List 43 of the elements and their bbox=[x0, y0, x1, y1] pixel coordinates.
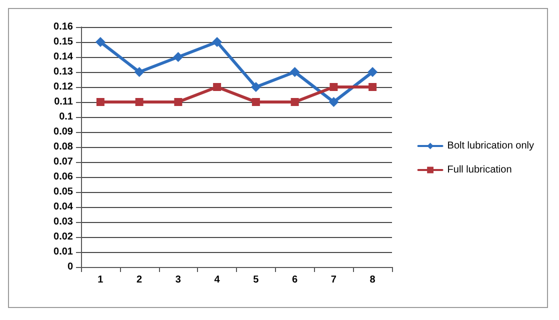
y-tick-label: 0.16 bbox=[54, 22, 74, 32]
point bbox=[213, 83, 222, 91]
point bbox=[252, 98, 260, 106]
x-tick-label: 1 bbox=[98, 274, 104, 286]
legend-label: Bolt lubrication only bbox=[447, 140, 534, 152]
y-tick-label: 0.09 bbox=[54, 126, 74, 138]
y-tick-label: 0.05 bbox=[54, 186, 74, 198]
x-tick-label: 5 bbox=[253, 274, 260, 286]
point bbox=[368, 67, 378, 77]
y-tick-label: 0.04 bbox=[54, 202, 74, 212]
x-tick-label: 6 bbox=[292, 274, 298, 286]
x-tick-label: 3 bbox=[175, 274, 182, 286]
y-tick-label: 0.13 bbox=[54, 66, 74, 78]
y-tick-label: 0.08 bbox=[54, 142, 74, 152]
legend-label: Full lubrication bbox=[447, 164, 512, 176]
y-tick-label: 0.15 bbox=[54, 36, 74, 48]
y-tick-label: 0.03 bbox=[54, 216, 74, 228]
y-tick-label: 0.1 bbox=[59, 112, 74, 122]
y-tick-label: 0.12 bbox=[54, 82, 74, 92]
y-tick-label: 0.02 bbox=[54, 232, 74, 242]
point bbox=[290, 98, 299, 106]
point bbox=[330, 83, 338, 91]
point bbox=[212, 37, 222, 47]
y-tick-label: 0.14 bbox=[54, 52, 74, 62]
point bbox=[328, 97, 339, 107]
x-tick-label: 8 bbox=[370, 274, 376, 286]
x-tick-label: 7 bbox=[330, 274, 337, 286]
point bbox=[174, 98, 182, 106]
point bbox=[134, 67, 144, 77]
y-tick-label: 0.07 bbox=[54, 156, 74, 168]
y-tick-label: 0.06 bbox=[54, 172, 74, 182]
y-tick-label: 0.01 bbox=[54, 246, 74, 258]
y-tick-label: 0 bbox=[67, 262, 74, 272]
x-tick-label: 2 bbox=[136, 274, 143, 286]
point bbox=[290, 67, 300, 77]
point bbox=[173, 52, 184, 62]
x-tick-label: 4 bbox=[214, 274, 220, 286]
y-tick-label: 0.11 bbox=[54, 96, 74, 108]
point bbox=[135, 98, 144, 106]
point bbox=[96, 98, 104, 106]
point bbox=[368, 83, 377, 91]
point bbox=[95, 37, 106, 47]
point bbox=[250, 82, 261, 92]
